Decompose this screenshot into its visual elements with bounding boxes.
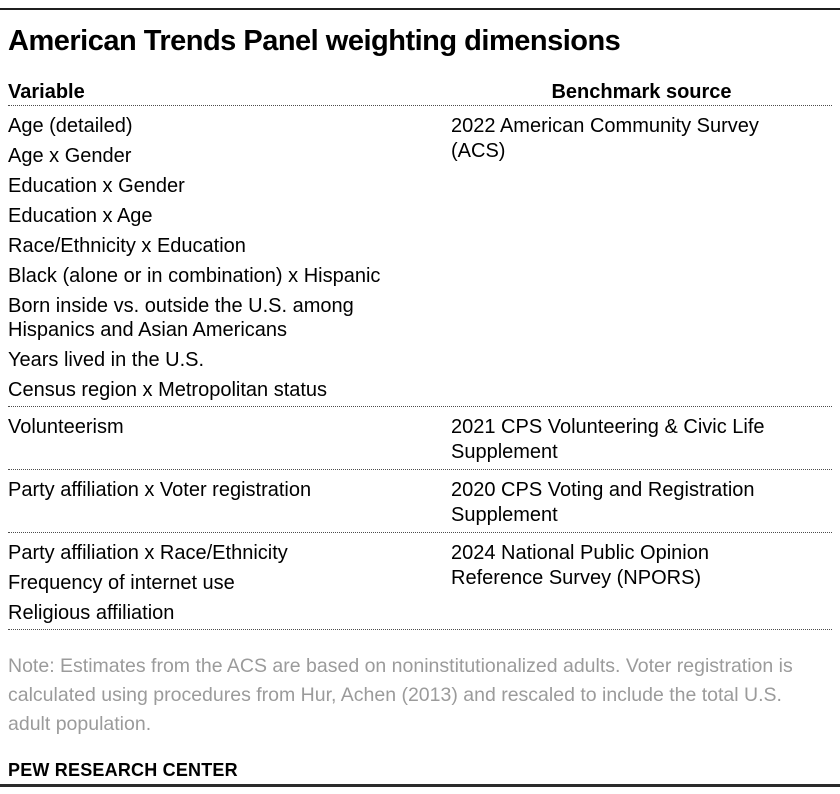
benchmark-entry: 2024 National Public Opinion Reference S…	[451, 542, 709, 589]
variable-entry: Born inside vs. outside the U.S. among H…	[8, 295, 354, 341]
page-content: American Trends Panel weighting dimensio…	[0, 23, 840, 780]
variable-entry: Education x Gender	[8, 175, 185, 197]
variable-entry: Religious affiliation	[8, 602, 175, 624]
variable-entry: Party affiliation x Voter registration	[8, 479, 312, 501]
variable-entry: Education x Age	[8, 205, 153, 227]
benchmark-entry: 2021 CPS Volunteering & Civic Life Suppl…	[451, 416, 765, 463]
variable-cell-group: Age (detailed) Age x Gender Education x Ge…	[8, 114, 451, 402]
table-row: Volunteerism 2021 CPS Volunteering & Civi…	[8, 407, 832, 470]
benchmark-cell: 2020 CPS Voting and Registration Supplem…	[451, 478, 832, 528]
footer-brand: PEW RESEARCH CENTER	[8, 760, 238, 780]
variable-entry: Census region x Metropolitan status	[8, 379, 328, 401]
benchmark-entry: 2020 CPS Voting and Registration Supplem…	[451, 479, 755, 526]
variable-entry: Frequency of internet use	[8, 572, 235, 594]
variable-cell-group: Party affiliation x Voter registration	[8, 478, 451, 528]
table-row: Age (detailed) Age x Gender Education x Ge…	[8, 106, 832, 407]
benchmark-entry: 2022 American Community Survey (ACS)	[451, 115, 759, 162]
benchmark-cell: 2022 American Community Survey (ACS)	[451, 114, 832, 402]
variable-cell-group: Volunteerism	[8, 415, 451, 465]
variable-cell-group: Party affiliation x Race/Ethnicity Freque…	[8, 541, 451, 625]
table-row: Party affiliation x Race/Ethnicity Freque…	[8, 533, 832, 630]
variable-entry: Age (detailed)	[8, 115, 133, 137]
page-title: American Trends Panel weighting dimensio…	[8, 25, 621, 57]
column-header-variable: Variable	[8, 81, 85, 103]
variable-entry: Party affiliation x Race/Ethnicity	[8, 542, 288, 564]
table-header-row: Variable Benchmark source	[8, 82, 832, 106]
column-header-benchmark-source: Benchmark source	[551, 81, 732, 103]
note-text: Note: Estimates from the ACS are based o…	[8, 655, 793, 735]
benchmark-cell: 2021 CPS Volunteering & Civic Life Suppl…	[451, 415, 832, 465]
table-row: Party affiliation x Voter registration 20…	[8, 470, 832, 533]
bottom-rule	[0, 784, 840, 787]
variable-entry: Race/Ethnicity x Education	[8, 235, 246, 257]
variable-entry: Years lived in the U.S.	[8, 349, 205, 371]
weighting-table-body: Age (detailed) Age x Gender Education x Ge…	[8, 106, 832, 630]
variable-entry: Volunteerism	[8, 416, 124, 438]
top-rule	[0, 8, 840, 10]
variable-entry: Age x Gender	[8, 145, 132, 167]
variable-entry: Black (alone or in combination) x Hispan…	[8, 265, 381, 287]
benchmark-cell: 2024 National Public Opinion Reference S…	[451, 541, 832, 625]
